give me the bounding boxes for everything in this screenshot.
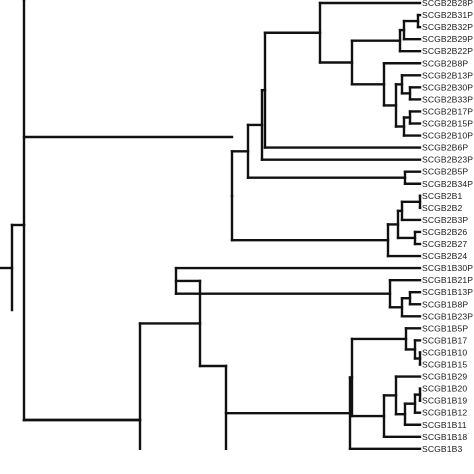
leaf-label: SCGB2B28P xyxy=(422,0,473,8)
leaf-label: SCGB2B2 xyxy=(422,203,462,213)
leaf-label: SCGB2B30P xyxy=(422,82,473,92)
leaf-label: SCGB2B6P xyxy=(422,143,468,153)
leaf-label: SCGB2B27 xyxy=(422,239,467,249)
leaf-label: SCGB2B29P xyxy=(422,34,473,44)
leaf-label: SCGB1B18 xyxy=(422,432,467,442)
leaf-label: SCGB2B26 xyxy=(422,227,467,237)
leaf-label: SCGB2B10P xyxy=(422,131,473,141)
leaf-label: SCGB1B5P xyxy=(422,323,468,333)
leaf-label: SCGB2B34P xyxy=(422,179,473,189)
leaf-label: SCGB2B5P xyxy=(422,167,468,177)
leaf-label: SCGB1B15 xyxy=(422,360,467,370)
leaf-label: SCGB1B23P xyxy=(422,311,473,321)
leaf-label: SCGB2B15P xyxy=(422,119,473,129)
leaf-label: SCGB2B31P xyxy=(422,10,473,20)
leaf-label: SCGB1B3 xyxy=(422,444,462,454)
leaf-label: SCGB2B17P xyxy=(422,106,473,116)
leaf-label: SCGB1B11 xyxy=(422,420,467,430)
leaf-label: SCGB2B24 xyxy=(422,251,467,261)
leaf-label: SCGB1B21P xyxy=(422,275,473,285)
leaf-label: SCGB2B32P xyxy=(422,22,473,32)
leaf-label: SCGB1B10 xyxy=(422,347,467,357)
leaf-label: SCGB1B13P xyxy=(422,287,473,297)
leaf-label: SCGB2B23P xyxy=(422,155,473,165)
leaf-label: SCGB2B3P xyxy=(422,215,468,225)
leaf-label: SCGB1B29 xyxy=(422,372,467,382)
leaf-label: SCGB1B30P xyxy=(422,263,473,273)
leaf-label: SCGB2B33P xyxy=(422,94,473,104)
leaf-label: SCGB2B1 xyxy=(422,191,462,201)
leaf-label: SCGB2B22P xyxy=(422,46,473,56)
leaf-label: SCGB1B20 xyxy=(422,384,467,394)
leaf-label: SCGB2B13P xyxy=(422,70,473,80)
leaf-label: SCGB2B8P xyxy=(422,58,468,68)
leaf-labels: SCGB2B28P SCGB2B31P SCGB2B32P SCGB2B29P SCGB… xyxy=(422,0,473,454)
leaf-label: SCGB1B17 xyxy=(422,335,467,345)
tree-branches xyxy=(0,0,422,451)
leaf-label: SCGB1B12 xyxy=(422,408,467,418)
leaf-label: SCGB1B8P xyxy=(422,299,468,309)
leaf-label: SCGB1B19 xyxy=(422,396,467,406)
